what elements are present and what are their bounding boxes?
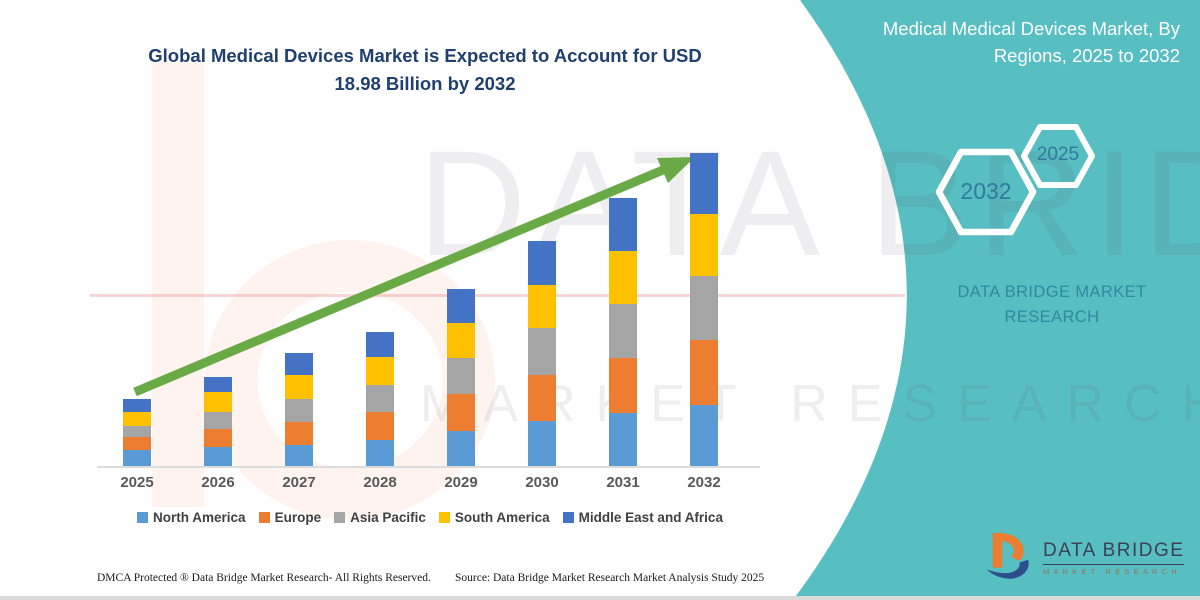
bar-segment-2026 (204, 447, 232, 466)
source-note: Source: Data Bridge Market Research Mark… (455, 572, 765, 584)
bar-segment-2027 (285, 422, 313, 445)
legend-item: North America (137, 510, 246, 525)
x-axis-label: 2032 (687, 474, 721, 491)
logo-text-block: DATA BRIDGE MARKET RESEARCH (1043, 540, 1185, 576)
bar-segment-2027 (285, 398, 313, 423)
legend-swatch-icon (334, 512, 346, 523)
bar-segment-2030 (528, 421, 556, 466)
legend-swatch-icon (137, 512, 149, 523)
bar-segment-2030 (528, 241, 556, 285)
bar-segment-2032 (690, 276, 718, 340)
bar-segment-2026 (204, 377, 232, 392)
legend-label: South America (454, 510, 550, 525)
legend-label: Europe (274, 510, 322, 525)
bar-2029 (447, 289, 475, 466)
x-axis-label: 2028 (363, 474, 397, 491)
bar-segment-2028 (366, 384, 394, 412)
hexagon-outline-icon (1021, 124, 1095, 188)
bar-segment-2027 (285, 375, 313, 399)
data-bridge-logo: DATA BRIDGE MARKET RESEARCH (985, 531, 1185, 585)
data-bridge-b-icon (986, 533, 1029, 579)
bar-2028 (366, 331, 394, 466)
watermark-logo-b-stem (152, 62, 204, 507)
hexagon-2025: 2025 (1020, 123, 1096, 189)
panel-brand-text: DATA BRIDGE MARKET RESEARCH (957, 283, 1147, 326)
hexagon-outline-icon (935, 148, 1037, 236)
x-axis-label: 2029 (444, 474, 478, 491)
legend-swatch-icon (438, 512, 450, 523)
legend-item: Middle East and Africa (562, 510, 723, 525)
bar-segment-2029 (447, 431, 475, 466)
bar-segment-2025 (123, 450, 151, 466)
dmca-notice: DMCA Protected ® Data Bridge Market Rese… (97, 572, 431, 584)
x-axis-label: 2030 (525, 474, 559, 491)
hexagon-2025-label: 2025 (1036, 144, 1080, 165)
bar-segment-2028 (366, 411, 394, 440)
bar-segment-2032 (690, 339, 718, 405)
legend-label: Middle East and Africa (578, 510, 723, 525)
legend-label: Asia Pacific (350, 510, 426, 525)
bar-segment-2031 (609, 413, 637, 466)
x-axis-label: 2025 (120, 474, 154, 491)
bar-2031 (609, 198, 637, 466)
x-axis-line (97, 466, 760, 468)
x-axis-label: 2031 (606, 474, 640, 491)
bar-segment-2025 (123, 425, 151, 438)
bar-segment-2029 (447, 358, 475, 395)
bar-segment-2031 (609, 250, 637, 304)
bar-segment-2031 (609, 303, 637, 358)
watermark-underline (90, 294, 905, 297)
bar-segment-2030 (528, 284, 556, 329)
bar-segment-2028 (366, 439, 394, 466)
bar-segment-2029 (447, 394, 475, 432)
logo-name: DATA BRIDGE (1043, 540, 1185, 565)
x-axis-label: 2027 (282, 474, 316, 491)
bar-2026 (204, 377, 232, 466)
bar-segment-2029 (447, 289, 475, 323)
logo-subtitle: MARKET RESEARCH (1043, 567, 1181, 576)
bar-segment-2028 (366, 331, 394, 358)
bar-2032 (690, 153, 718, 466)
x-axis-label: 2026 (201, 474, 235, 491)
bar-segment-2032 (690, 404, 718, 466)
bar-segment-2027 (285, 444, 313, 466)
bar-segment-2025 (123, 411, 151, 426)
bar-segment-2030 (528, 375, 556, 422)
legend-swatch-icon (562, 512, 574, 523)
bar-segment-2031 (609, 198, 637, 251)
chart-title: Global Medical Devices Market is Expecte… (148, 45, 702, 94)
legend: North America Europe Asia Pacific South Ame… (95, 510, 765, 525)
legend-item: Europe (258, 510, 322, 525)
trend-arrow-icon (133, 157, 695, 397)
bar-2030 (528, 241, 556, 466)
hexagon-2032-label: 2032 (960, 178, 1012, 204)
bar-segment-2030 (528, 328, 556, 376)
bar-2027 (285, 353, 313, 466)
bar-segment-2029 (447, 322, 475, 359)
hexagon-2032: 2032 (935, 148, 1037, 236)
bar-segment-2028 (366, 357, 394, 385)
legend-item: South America (438, 510, 550, 525)
bar-segment-2027 (285, 353, 313, 375)
bar-segment-2031 (609, 358, 637, 414)
legend-item: Asia Pacific (334, 510, 426, 525)
bottom-strip (0, 596, 1200, 600)
bar-segment-2026 (204, 391, 232, 412)
bar-segment-2032 (690, 153, 718, 214)
plot-area: 2025 2026 2027 2028 2029 2030 2031 2032 (95, 140, 765, 491)
bar-segment-2025 (123, 399, 151, 412)
bar-segment-2026 (204, 428, 232, 448)
bar-segment-2026 (204, 411, 232, 429)
legend-label: North America (153, 510, 246, 525)
bar-2025 (123, 399, 151, 466)
legend-swatch-icon (258, 512, 270, 523)
panel-title: Medical Medical Devices Market, By Regio… (882, 18, 1180, 66)
bar-segment-2025 (123, 437, 151, 451)
bar-segment-2032 (690, 213, 718, 277)
